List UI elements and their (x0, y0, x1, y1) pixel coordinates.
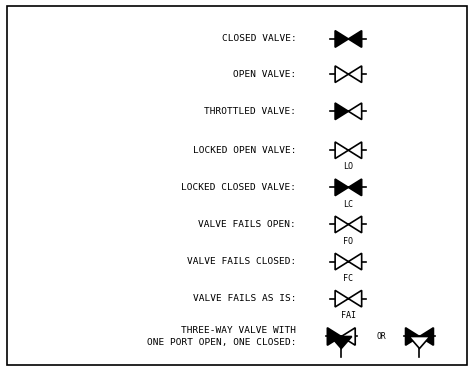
Text: LOCKED CLOSED VALVE:: LOCKED CLOSED VALVE: (181, 183, 296, 192)
Text: LOCKED OPEN VALVE:: LOCKED OPEN VALVE: (193, 146, 296, 155)
Text: FAI: FAI (341, 311, 356, 320)
Polygon shape (348, 31, 362, 47)
Text: THROTTLED VALVE:: THROTTLED VALVE: (204, 107, 296, 116)
Polygon shape (335, 66, 348, 82)
Text: FC: FC (343, 274, 354, 283)
Polygon shape (348, 253, 362, 270)
Polygon shape (328, 328, 341, 345)
Text: OR: OR (377, 332, 386, 341)
Text: LC: LC (343, 200, 354, 209)
Polygon shape (335, 142, 348, 158)
Text: CLOSED VALVE:: CLOSED VALVE: (221, 35, 296, 43)
Text: LO: LO (343, 162, 354, 171)
Polygon shape (348, 103, 362, 119)
Polygon shape (419, 328, 433, 345)
Polygon shape (335, 290, 348, 307)
Polygon shape (406, 328, 419, 345)
Text: FO: FO (343, 237, 354, 246)
Polygon shape (348, 216, 362, 233)
Polygon shape (335, 179, 348, 196)
Polygon shape (348, 66, 362, 82)
Polygon shape (335, 216, 348, 233)
Polygon shape (335, 103, 348, 119)
Polygon shape (335, 253, 348, 270)
Text: VALVE FAILS AS IS:: VALVE FAILS AS IS: (193, 294, 296, 303)
Polygon shape (335, 31, 348, 47)
Polygon shape (331, 336, 352, 348)
Text: OPEN VALVE:: OPEN VALVE: (233, 70, 296, 79)
Text: VALVE FAILS OPEN:: VALVE FAILS OPEN: (199, 220, 296, 229)
Polygon shape (341, 328, 355, 345)
Polygon shape (348, 290, 362, 307)
Text: THREE-WAY VALVE WITH
ONE PORT OPEN, ONE CLOSED:: THREE-WAY VALVE WITH ONE PORT OPEN, ONE … (147, 326, 296, 347)
Polygon shape (348, 142, 362, 158)
Polygon shape (348, 179, 362, 196)
Text: VALVE FAILS CLOSED:: VALVE FAILS CLOSED: (187, 257, 296, 266)
Polygon shape (409, 336, 430, 348)
